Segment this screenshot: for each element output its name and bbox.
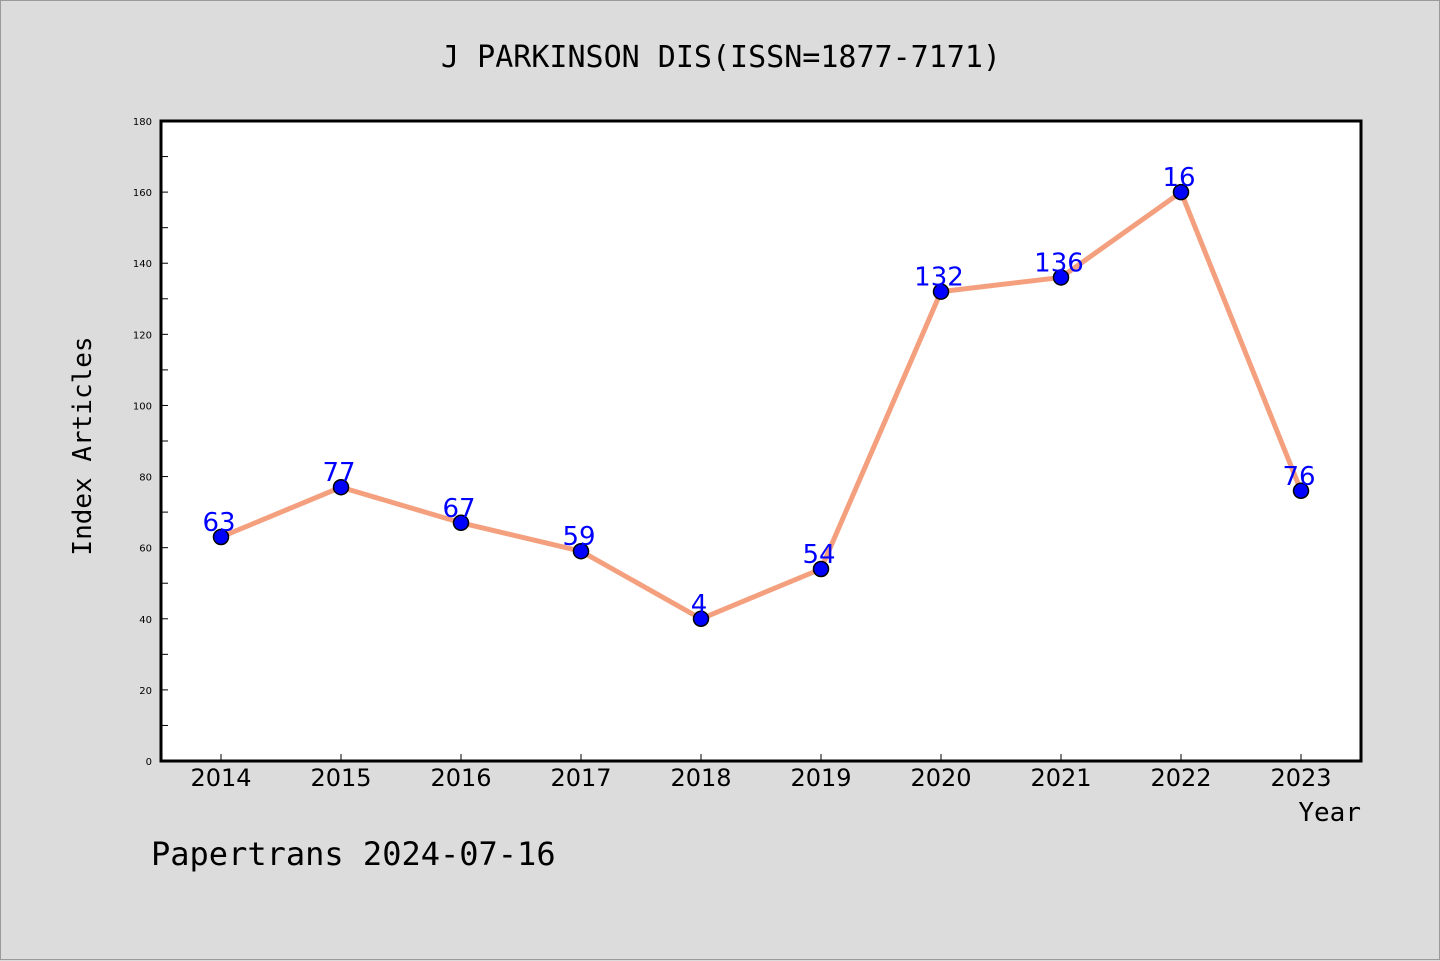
y-tick-label: 20 [139,686,152,697]
y-tick-label: 160 [133,188,152,199]
data-point [932,283,950,300]
x-tick-label: 2017 [550,764,611,792]
data-markers [212,183,1310,628]
data-point [1052,269,1070,286]
footer-text: Papertrans 2024-07-16 [151,835,556,873]
data-label: 136 [1034,248,1084,278]
x-tick-label: 2022 [1150,764,1211,792]
data-label: 4 [691,590,708,620]
x-tick-label: 2016 [430,764,491,792]
x-tick-label: 2014 [190,764,251,792]
y-tick-label: 80 [139,473,152,484]
data-point [212,528,230,546]
data-label: 54 [802,540,835,570]
y-tick-label: 180 [133,117,152,128]
data-label: 63 [202,508,235,538]
chart-title: J PARKINSON DIS(ISSN=1877-7171) [441,40,1001,75]
y-tick-label: 40 [139,615,152,626]
data-point [332,478,350,496]
data-label: 132 [914,263,964,293]
x-tick-label: 2021 [1030,764,1091,792]
plot-area [159,119,1363,763]
x-tick-label: 2020 [910,764,971,792]
data-point [812,560,830,578]
x-axis-title: Year [1298,798,1361,828]
data-point [692,610,710,628]
data-point [1292,482,1310,500]
y-axis: 0 20 40 60 80 100 120 140 160 180 [133,117,168,768]
data-point [452,514,470,532]
x-tick-label: 2015 [310,764,371,792]
y-axis-title: Index Articles [68,336,98,555]
series-line [220,189,1304,622]
data-labels: 63 77 67 59 4 54 132 136 16 76 [202,163,1315,620]
data-label: 16 [1162,163,1195,193]
y-tick-label: 0 [146,757,152,768]
x-tick-label: 2019 [790,764,851,792]
data-label: 76 [1282,462,1315,492]
x-axis: 2014 2015 2016 2017 2018 2019 2020 2021 2022 2023 [190,754,1332,792]
y-tick-label: 100 [133,401,152,412]
data-point [572,542,590,560]
data-point [1172,183,1190,201]
data-label: 67 [442,494,475,524]
data-label: 59 [562,522,595,552]
x-tick-label: 2023 [1270,764,1331,792]
x-tick-label: 2018 [670,764,731,792]
y-tick-label: 140 [133,259,152,270]
y-tick-label: 120 [133,330,152,341]
data-label: 77 [322,458,355,488]
y-tick-label: 60 [139,544,152,555]
